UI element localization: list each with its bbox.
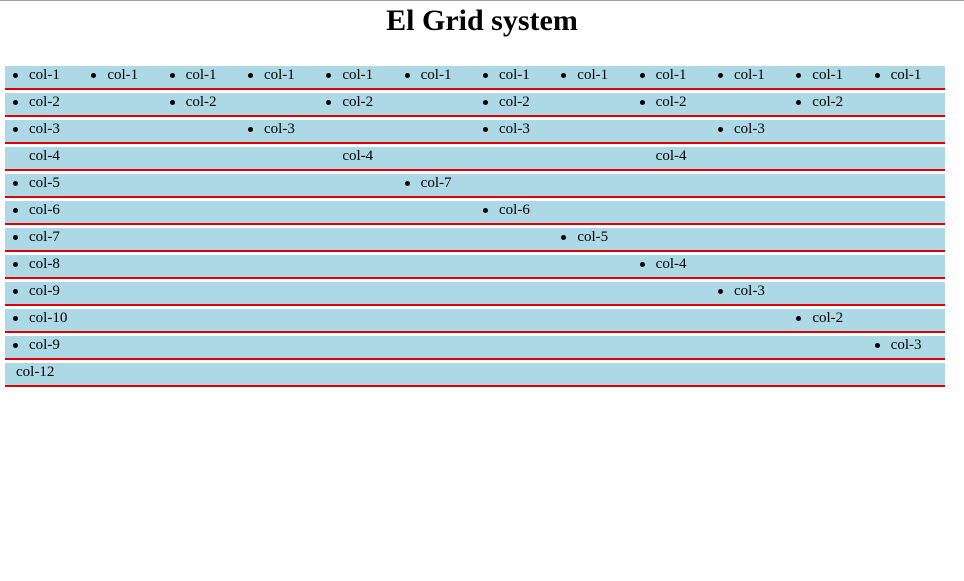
grid-cell: col-4 (655, 148, 687, 164)
grid-row: col-5 col-7 (5, 174, 945, 198)
grid-row: col-8 col-4 (5, 255, 945, 279)
grid-row: col-10 col-2 (5, 309, 945, 333)
grid-cell: col-2 (475, 93, 632, 115)
grid-cell: col-1 (397, 66, 475, 88)
grid-row: col-6 col-6 (5, 201, 945, 225)
grid-cell: col-3 (240, 120, 475, 142)
grid-cell: col-2 (318, 93, 475, 115)
grid-cell: col-3 (475, 120, 710, 142)
grid-cell: col-3 (867, 336, 945, 358)
grid-cell: col-10 (5, 309, 788, 331)
grid-row: col-2 col-2 col-2 col-2 col-2 col-2 (5, 93, 945, 117)
grid-cell: col-6 (5, 201, 475, 223)
grid-row: col-12 (5, 363, 945, 387)
grid-cell: col-1 (162, 66, 240, 88)
grid-cell: col-2 (162, 93, 319, 115)
grid-cell: col-1 (5, 66, 83, 88)
grid-cell: col-7 (397, 174, 945, 196)
grid-cell: col-5 (5, 174, 397, 196)
grid-cell: col-3 (710, 120, 945, 142)
grid-row: col-7 col-5 (5, 228, 945, 252)
grid-cell: col-3 (5, 120, 240, 142)
grid-row: col-9 col-3 (5, 282, 945, 306)
page-title: El Grid system (386, 4, 578, 37)
grid-cell: col-12 (16, 364, 55, 380)
top-border-line (0, 0, 964, 1)
grid-cell: col-3 (710, 282, 945, 304)
grid-cell: col-5 (553, 228, 945, 250)
grid-cell: col-7 (5, 228, 553, 250)
grid-cell: col-4 (29, 148, 60, 164)
grid-cell: col-9 (5, 336, 867, 358)
grid-cell: col-4 (632, 255, 945, 277)
grid-cell: col-2 (788, 93, 945, 115)
grid-cell: col-4 (342, 148, 374, 164)
grid-cell: col-1 (240, 66, 318, 88)
grid-cell: col-2 (788, 309, 945, 331)
grid-cell: col-1 (318, 66, 396, 88)
grid-row: col-3 col-3 col-3 col-3 (5, 120, 945, 144)
grid-cell: col-9 (5, 282, 710, 304)
grid-cell: col-1 (632, 66, 710, 88)
grid-cell: col-2 (632, 93, 789, 115)
grid-cell: col-1 (788, 66, 866, 88)
grid-container: col-1 col-1 col-1 col-1 col-1 col-1 col-1 col-1… (5, 66, 945, 390)
grid-cell: col-2 (5, 93, 162, 115)
grid-row: col-4 col-4 col-4 (5, 147, 945, 171)
grid-cell: col-1 (710, 66, 788, 88)
grid-cell: col-1 (475, 66, 553, 88)
grid-row: col-1 col-1 col-1 col-1 col-1 col-1 col-1 col-1… (5, 66, 945, 90)
grid-cell: col-1 (83, 66, 161, 88)
grid-row: col-9 col-3 (5, 336, 945, 360)
grid-cell: col-6 (475, 201, 945, 223)
grid-cell: col-1 (867, 66, 945, 88)
grid-cell: col-1 (553, 66, 631, 88)
grid-cell: col-8 (5, 255, 632, 277)
